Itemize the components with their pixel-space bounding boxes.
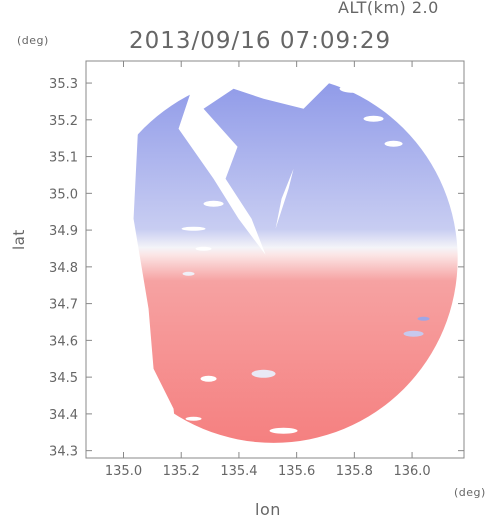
y-tick-label: 34.9 [49, 224, 78, 239]
echo-speckle [251, 369, 276, 378]
y-tick-label: 35.3 [49, 77, 78, 92]
y-tick-label: 34.5 [49, 371, 78, 386]
altitude-label: ALT(km) 2.0 [338, 0, 439, 17]
x-tick-label: 135.2 [163, 464, 200, 479]
x-ticks: 135.0 135.2 135.4 135.6 135.8 136.0 [105, 61, 431, 479]
y-tick-label: 34.4 [49, 408, 78, 423]
echo-speckle [185, 416, 202, 421]
echo-speckle [417, 316, 430, 321]
y-ticks: 34.3 34.4 34.5 34.6 34.7 34.8 34.9 35.0 35.1 35.2… [49, 77, 464, 460]
speckle-layer [181, 84, 442, 434]
coverage-disc [89, 74, 458, 443]
y-axis-unit: (deg) [17, 34, 49, 47]
x-tick-label: 135.4 [220, 464, 257, 479]
echo-speckle [182, 271, 195, 276]
x-tick-label: 135.0 [105, 464, 142, 479]
timestamp-title: 2013/09/16 07:09:29 [129, 28, 392, 54]
echo-speckle [339, 84, 368, 93]
echo-speckle [195, 246, 212, 251]
x-axis-unit: (deg) [454, 486, 486, 499]
no-echo-north [178, 61, 334, 255]
echo-speckle [425, 90, 442, 97]
y-tick-label: 34.8 [49, 261, 78, 276]
echo-speckle [203, 200, 224, 207]
y-tick-label: 35.2 [49, 114, 78, 129]
x-axis-label: lon [255, 500, 281, 519]
doppler-field [86, 61, 458, 458]
x-tick-label: 135.8 [336, 464, 373, 479]
x-tick-label: 135.6 [278, 464, 315, 479]
x-tick-label: 136.0 [393, 464, 430, 479]
y-tick-label: 35.0 [49, 187, 78, 202]
no-echo-west [86, 61, 179, 458]
echo-speckle [200, 375, 217, 382]
y-tick-label: 34.7 [49, 298, 78, 313]
plot-frame [85, 60, 465, 459]
echo-speckle [181, 226, 206, 231]
y-tick-label: 34.3 [49, 445, 78, 460]
echo-speckle [269, 427, 298, 434]
echo-speckle [384, 140, 403, 147]
y-tick-label: 34.6 [49, 334, 78, 349]
echo-speckle [403, 330, 424, 337]
y-tick-label: 35.1 [49, 151, 78, 166]
echo-speckle [363, 115, 384, 122]
